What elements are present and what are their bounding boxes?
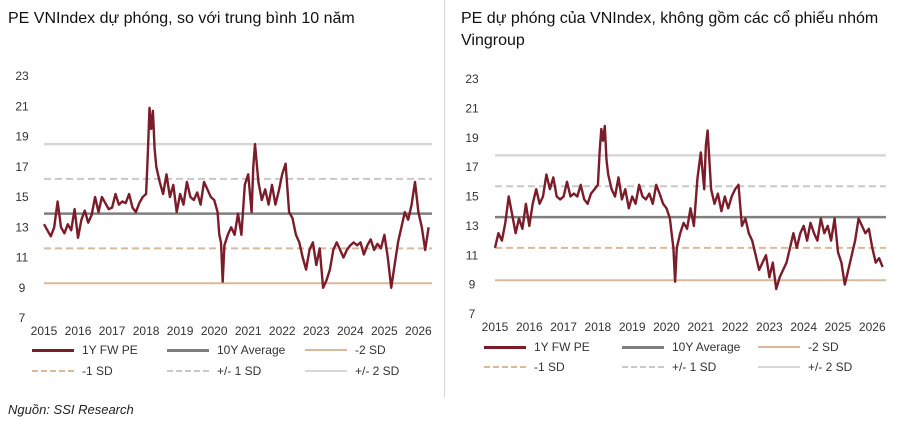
legend-label-pe: 1Y FW PE bbox=[82, 343, 138, 357]
legend-label-pm1sd: +/- 1 SD bbox=[217, 364, 262, 378]
x-tick-label: 2025 bbox=[371, 324, 398, 338]
y-tick-label: 23 bbox=[465, 72, 479, 86]
x-tick-label: 2016 bbox=[65, 324, 92, 338]
y-tick-label: 21 bbox=[465, 101, 479, 115]
legend-swatch-pm1sd bbox=[622, 366, 664, 368]
panel-divider bbox=[444, 0, 445, 398]
y-tick-label: 7 bbox=[19, 311, 26, 325]
legend-item-pe: 1Y FW PE bbox=[484, 340, 590, 354]
legend-label-pe: 1Y FW PE bbox=[534, 340, 590, 354]
chart-panel-left: PE VNIndex dự phóng, so với trung bình 1… bbox=[0, 0, 450, 400]
x-tick-label: 2024 bbox=[790, 320, 817, 334]
x-tick-label: 2015 bbox=[482, 320, 509, 334]
y-tick-label: 19 bbox=[15, 130, 29, 144]
legend-swatch-pm2sd bbox=[305, 370, 347, 372]
pe-series-line bbox=[493, 124, 884, 291]
x-tick-label: 2018 bbox=[133, 324, 160, 338]
x-tick-label: 2026 bbox=[859, 320, 886, 334]
y-tick-label: 13 bbox=[465, 219, 479, 233]
x-tick-label: 2021 bbox=[687, 320, 714, 334]
legend-swatch-m2sd bbox=[305, 349, 347, 351]
legend-label-m2sd: -2 SD bbox=[355, 343, 386, 357]
x-tick-label: 2024 bbox=[337, 324, 364, 338]
x-tick-label: 2021 bbox=[235, 324, 262, 338]
x-tick-label: 2026 bbox=[405, 324, 432, 338]
y-tick-label: 7 bbox=[469, 307, 476, 321]
x-tick-label: 2017 bbox=[550, 320, 577, 334]
legend-label-m2sd: -2 SD bbox=[808, 340, 839, 354]
legend-item-m2sd: -2 SD bbox=[305, 343, 386, 357]
x-tick-label: 2020 bbox=[201, 324, 228, 338]
x-tick-label: 2018 bbox=[585, 320, 612, 334]
x-tick-label: 2017 bbox=[99, 324, 126, 338]
legend-label-m1sd: -1 SD bbox=[82, 364, 113, 378]
legend-item-pm2sd: +/- 2 SD bbox=[305, 364, 399, 378]
legend-item-avg: 10Y Average bbox=[167, 343, 285, 357]
legend-label-avg: 10Y Average bbox=[672, 340, 741, 354]
y-tick-label: 17 bbox=[15, 160, 29, 174]
chart-right: 7 9 11 13 15 17 19 21 23 2015 2016 2017 2018 2019 2020… bbox=[465, 72, 886, 334]
legend-swatch-avg bbox=[167, 348, 209, 352]
legend-item-pm1sd: +/- 1 SD bbox=[622, 360, 716, 374]
legend-swatch-pe bbox=[32, 348, 74, 352]
legend-swatch-avg bbox=[622, 345, 664, 349]
y-tick-label: 23 bbox=[15, 69, 29, 83]
x-tick-label: 2023 bbox=[756, 320, 783, 334]
y-tick-label: 11 bbox=[466, 248, 479, 262]
legend-label-pm1sd: +/- 1 SD bbox=[672, 360, 717, 374]
x-tick-label: 2020 bbox=[653, 320, 680, 334]
chart-title-right: PE dự phóng của VNIndex, không gồm các c… bbox=[461, 10, 879, 49]
legend-item-m1sd: -1 SD bbox=[484, 360, 565, 374]
y-tick-label: 11 bbox=[16, 251, 29, 265]
y-tick-label: 13 bbox=[15, 220, 29, 234]
legend-item-avg: 10Y Average bbox=[622, 340, 740, 354]
legend-swatch-pe bbox=[484, 345, 526, 349]
legend-label-m1sd: -1 SD bbox=[534, 360, 565, 374]
x-tick-label: 2019 bbox=[619, 320, 646, 334]
x-tick-label: 2019 bbox=[167, 324, 194, 338]
legend-label-pm2sd: +/- 2 SD bbox=[808, 360, 853, 374]
legend-swatch-m1sd bbox=[484, 366, 526, 368]
source-note: Nguồn: SSI Research bbox=[8, 402, 134, 417]
legend-swatch-pm2sd bbox=[758, 366, 800, 368]
legend-item-m2sd: -2 SD bbox=[758, 340, 839, 354]
x-tick-label: 2023 bbox=[303, 324, 330, 338]
legend-label-avg: 10Y Average bbox=[217, 343, 286, 357]
x-tick-label: 2022 bbox=[722, 320, 749, 334]
legend-item-m1sd: -1 SD bbox=[32, 364, 113, 378]
legend-swatch-pm1sd bbox=[167, 370, 209, 372]
y-tick-label: 17 bbox=[465, 160, 479, 174]
legend-swatch-m1sd bbox=[32, 370, 74, 372]
pe-series-line bbox=[42, 106, 430, 289]
chart-title-left: PE VNIndex dự phóng, so với trung bình 1… bbox=[8, 10, 355, 27]
y-tick-label: 15 bbox=[15, 190, 29, 204]
x-tick-label: 2015 bbox=[31, 324, 58, 338]
y-tick-label: 15 bbox=[465, 190, 479, 204]
y-tick-label: 19 bbox=[465, 131, 479, 145]
legend-swatch-m2sd bbox=[758, 346, 800, 348]
legend-label-pm2sd: +/- 2 SD bbox=[355, 364, 400, 378]
x-tick-label: 2025 bbox=[825, 320, 852, 334]
x-tick-label: 2022 bbox=[269, 324, 296, 338]
chart-left: 7 9 11 13 15 17 19 21 23 2015 2016 2017 2018 2019 2020… bbox=[15, 69, 432, 338]
y-tick-label: 9 bbox=[469, 278, 476, 292]
x-tick-label: 2016 bbox=[516, 320, 543, 334]
y-tick-label: 9 bbox=[19, 281, 26, 295]
legend-item-pm2sd: +/- 2 SD bbox=[758, 360, 852, 374]
chart-panel-right: PE dự phóng của VNIndex, không gồm các c… bbox=[450, 0, 900, 400]
y-tick-label: 21 bbox=[15, 99, 29, 113]
legend-item-pm1sd: +/- 1 SD bbox=[167, 364, 261, 378]
legend-item-pe: 1Y FW PE bbox=[32, 343, 138, 357]
